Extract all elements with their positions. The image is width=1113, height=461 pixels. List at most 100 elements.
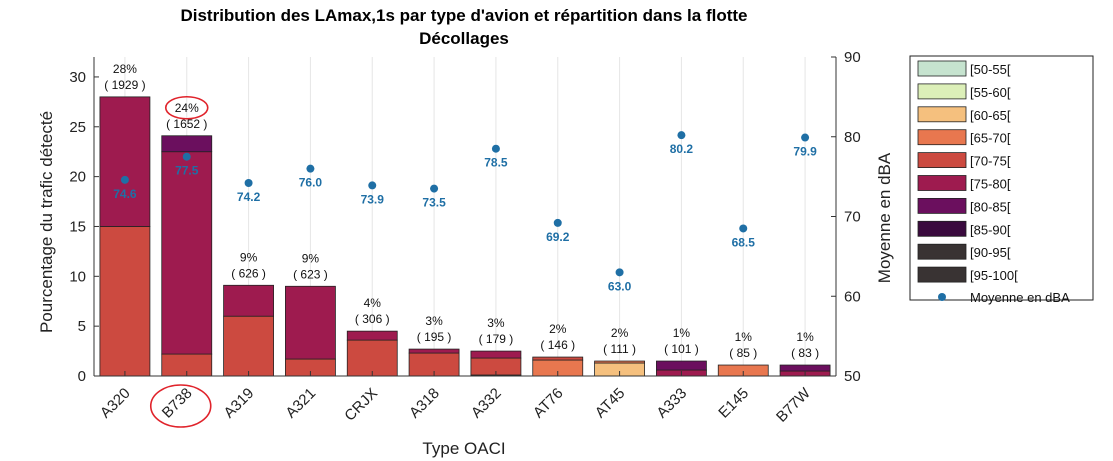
bar-segment [223, 284, 274, 317]
bar-count-label: ( 623 ) [293, 267, 328, 281]
legend-label: [80-85[ [970, 199, 1011, 214]
y2-tick-label: 60 [844, 288, 861, 305]
mean-point [801, 133, 810, 142]
y2-tick-label: 70 [844, 209, 861, 226]
bar-count-label: ( 111 ) [603, 342, 636, 356]
bar-labels: 28% ( 1929 ) 24% ( 1652 ) 9% ( 626 ) 9% ( 623 )… [104, 62, 819, 360]
bar-percent-label: 3% [425, 314, 443, 328]
bar-segment [223, 315, 274, 377]
legend-mean-marker [938, 293, 946, 301]
bar-percent-label: 24% [175, 101, 199, 115]
bar-count-label: ( 306 ) [355, 312, 390, 326]
legend-label: [55-60[ [970, 85, 1011, 100]
x-tick-label: A333 [653, 385, 690, 422]
y-tick-label: 25 [69, 119, 86, 136]
chart-subtitle: Décollages [419, 29, 509, 48]
legend-label: [60-65[ [970, 108, 1011, 123]
legend: [50-55[[55-60[[60-65[[65-70[[70-75[[75-8… [909, 55, 1094, 305]
mean-value-label: 79.9 [793, 145, 817, 159]
legend-swatch [917, 266, 967, 283]
bar-segment [99, 96, 151, 227]
legend-swatch [917, 129, 967, 146]
mean-value-label: 78.5 [484, 156, 508, 170]
mean-value-label: 68.5 [732, 235, 756, 249]
x-tick-label: A332 [468, 385, 505, 422]
legend-label: Moyenne en dBA [970, 290, 1070, 305]
bar-segment [346, 339, 398, 377]
mean-point [244, 179, 253, 188]
legend-label: [90-95[ [970, 245, 1011, 260]
y-tick-label: 20 [69, 169, 86, 186]
mean-point [430, 184, 439, 193]
x-axis-label: Type OACI [422, 439, 505, 458]
y-tick-label: 15 [69, 218, 86, 235]
bar-segment [594, 360, 645, 364]
legend-swatch [917, 60, 967, 77]
bar-percent-label: 1% [735, 330, 753, 344]
bar-segment [161, 135, 213, 153]
y-tick-label: 10 [69, 268, 86, 285]
x-tick-label: A318 [406, 385, 443, 422]
mean-value-label: 74.6 [113, 187, 137, 201]
bar-count-label: ( 85 ) [729, 346, 757, 360]
x-tick-label: CRJX [341, 385, 381, 425]
bars [99, 96, 831, 377]
mean-point [739, 224, 748, 233]
mean-point [553, 218, 562, 227]
bar-count-label: ( 626 ) [231, 266, 266, 280]
mean-point [306, 164, 315, 173]
legend-swatch [917, 220, 967, 237]
mean-point [615, 268, 624, 277]
mean-value-label: 76.0 [299, 176, 323, 190]
chart-title: Distribution des LAmax,1s par type d'avi… [180, 6, 747, 25]
bar-segment [532, 356, 584, 361]
mean-points: 74.6 77.5 74.2 76.0 73.9 73.5 78.5 69.2 63.0 80.2… [113, 131, 817, 293]
x-tick-label: A320 [97, 385, 134, 422]
bar-segment [779, 364, 831, 372]
bar-count-label: ( 146 ) [540, 338, 575, 352]
bar-count-label: ( 83 ) [791, 346, 819, 360]
bar-segment [161, 151, 213, 355]
mean-value-label: 73.5 [422, 196, 446, 210]
mean-value-label: 69.2 [546, 230, 570, 244]
bar-percent-label: 1% [796, 330, 814, 344]
bar-percent-label: 28% [113, 62, 137, 76]
bar-count-label: ( 1652 ) [166, 117, 207, 131]
mean-point [182, 152, 191, 161]
x-tick-label: AT76 [530, 385, 567, 422]
bar-count-label: ( 195 ) [417, 330, 452, 344]
bar-segment [285, 285, 336, 360]
legend-label: [70-75[ [970, 154, 1011, 169]
mean-value-label: 63.0 [608, 279, 632, 293]
mean-value-label: 80.2 [670, 142, 694, 156]
y-tick-label: 0 [78, 368, 86, 385]
bar-segment [346, 330, 398, 341]
legend-label: [95-100[ [970, 268, 1018, 283]
legend-label: [75-80[ [970, 177, 1011, 192]
mean-point [491, 144, 500, 153]
legend-label: [85-90[ [970, 222, 1011, 237]
y2-tick-label: 90 [844, 49, 861, 66]
highlight-ring-percent [164, 95, 209, 120]
bar-segment [656, 360, 707, 371]
x-tick-label: AT45 [592, 385, 629, 422]
legend-swatch [917, 83, 967, 100]
y-tick-label: 30 [69, 69, 86, 86]
y-tick-label: 5 [78, 318, 86, 335]
legend-label: [50-55[ [970, 62, 1011, 77]
x-tick-label: E145 [715, 385, 752, 422]
mean-value-label: 73.9 [361, 192, 385, 206]
bar-segment [99, 226, 151, 377]
bar-count-label: ( 179 ) [479, 332, 514, 346]
legend-swatch [917, 175, 967, 191]
y2-tick-label: 50 [844, 368, 861, 385]
mean-point [368, 181, 377, 190]
bar-percent-label: 9% [302, 251, 320, 265]
x-tick-label: B77W [773, 384, 814, 425]
mean-value-label: 77.5 [175, 164, 199, 178]
x-tick-label: B738 [159, 385, 196, 422]
legend-swatch [917, 106, 967, 123]
y2-axis-label: Moyenne en dBA [875, 152, 894, 283]
x-tick-label: A319 [221, 385, 258, 422]
